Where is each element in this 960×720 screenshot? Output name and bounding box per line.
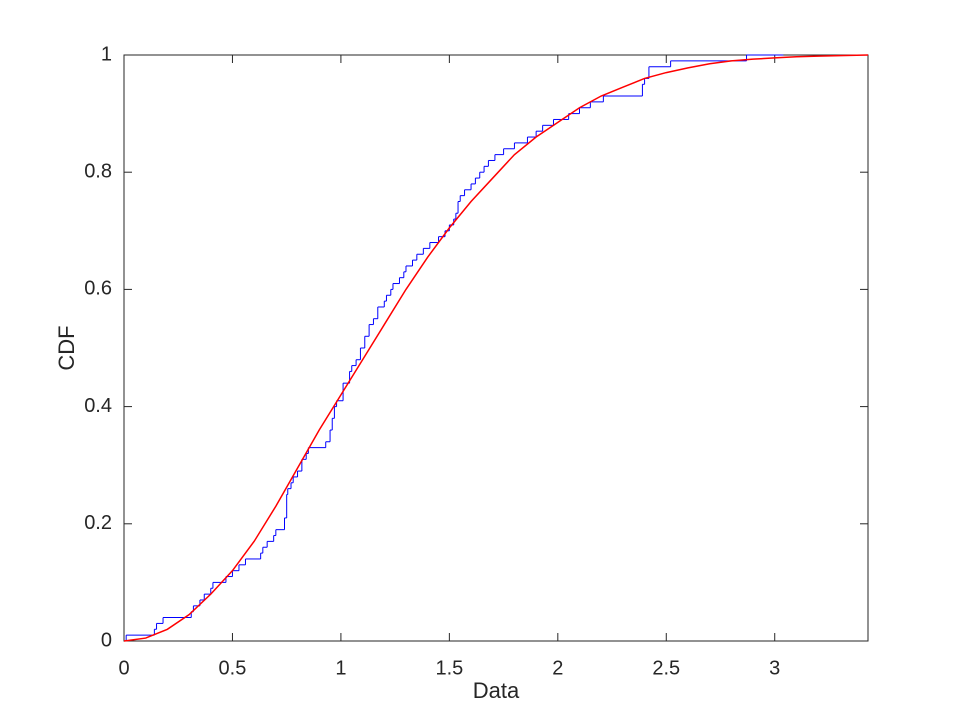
y-tick-label: 0.2	[84, 512, 112, 534]
x-tick-label: 1	[335, 657, 346, 679]
y-tick-label: 0	[101, 629, 112, 651]
x-tick-label: 0.5	[219, 657, 247, 679]
y-tick-label: 0.6	[84, 278, 112, 300]
x-tick-label: 0	[118, 657, 129, 679]
y-tick-label: 0.8	[84, 160, 112, 182]
y-axis-label: CDF	[54, 325, 79, 370]
x-tick-label: 2.5	[652, 657, 680, 679]
y-tick-label: 0.4	[84, 395, 112, 417]
y-tick-label: 1	[101, 43, 112, 65]
x-axis-label: Data	[473, 678, 520, 703]
x-tick-label: 1.5	[435, 657, 463, 679]
x-tick-label: 3	[769, 657, 780, 679]
fit-curve	[123, 54, 869, 642]
x-tick-label: 2	[552, 657, 563, 679]
plot-frame	[123, 54, 869, 642]
